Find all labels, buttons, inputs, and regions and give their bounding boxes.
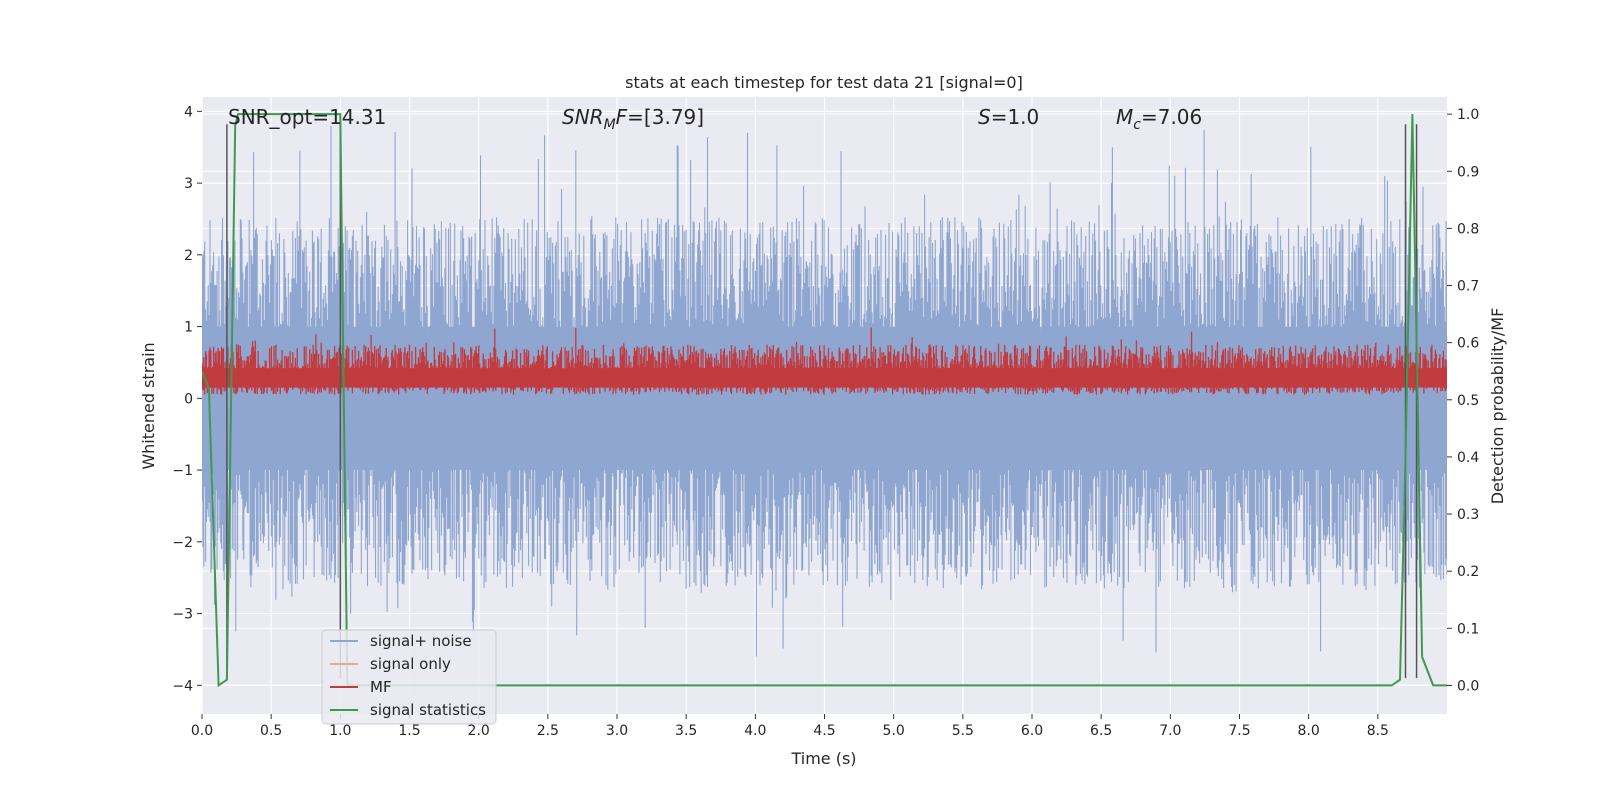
left-y-tick-label: −3 [172,607,193,623]
left-y-tick-label: 0 [184,391,193,407]
left-y-tick-label: −4 [172,678,193,694]
x-tick-label: 5.0 [883,723,905,739]
left-y-tick-label: 1 [184,320,193,336]
right-y-tick-label: 0.6 [1457,336,1479,352]
legend-label-signal-only: signal only [370,655,451,673]
annotation-snr-mf: SNRMF=[3.79] [562,105,704,133]
left-y-tick-label: 3 [184,176,193,192]
x-tick-label: 2.0 [468,723,490,739]
annotation-mc: Mc=7.06 [1116,105,1202,133]
right-y-tick-label: 0.3 [1457,507,1479,523]
legend-label-signal-noise: signal+ noise [370,632,472,650]
mf-series [202,327,1447,395]
x-tick-label: 8.0 [1298,723,1320,739]
right-y-tick-label: 1.0 [1457,107,1479,123]
right-y-axis-ticks: 1.0 0.9 0.8 0.7 0.6 0.5 0.4 0.3 0.2 0.1 0.0 [1447,107,1479,694]
legend: signal+ noise signal only MF signal stat… [321,629,497,725]
left-y-tick-label: 2 [184,248,193,264]
x-tick-label: 2.5 [537,723,559,739]
right-y-tick-label: 0.8 [1457,221,1479,237]
left-y-tick-label: −2 [172,535,193,551]
x-tick-label: 0.0 [191,723,213,739]
right-y-tick-label: 0.2 [1457,564,1479,580]
x-axis-ticks: 0.0 0.5 1.0 1.5 2.0 2.5 3.0 3.5 4.0 4.5 5.0 5.5 6.0 6… [191,714,1389,739]
left-y-tick-label: 4 [184,104,193,120]
left-y-axis-ticks: 4 3 2 1 0 −1 −2 −3 −4 [172,104,202,694]
annotation-s: S=1.0 [978,105,1039,129]
signal-statistics-series [202,113,1447,688]
x-tick-label: 7.5 [1228,723,1250,739]
right-y-tick-label: 0.9 [1457,164,1479,180]
x-tick-label: 8.5 [1367,723,1389,739]
x-tick-label: 0.5 [260,723,282,739]
x-tick-label: 1.0 [329,723,351,739]
right-y-tick-label: 0.4 [1457,450,1479,466]
right-y-axis-label: Detection probability/MF [1488,308,1507,505]
x-tick-label: 1.5 [398,723,420,739]
chart-title: stats at each timestep for test data 21 … [625,73,1023,92]
legend-label-signal-statistics: signal statistics [370,701,486,719]
left-y-tick-label: −1 [172,463,193,479]
legend-box [321,629,497,725]
x-tick-label: 3.0 [606,723,628,739]
x-axis-label: Time (s) [790,749,856,768]
right-y-tick-label: 0.0 [1457,678,1479,694]
right-y-tick-label: 0.5 [1457,393,1479,409]
x-tick-label: 6.5 [1090,723,1112,739]
vertical-marker-lines [226,124,1418,679]
left-y-axis-label: Whitened strain [139,342,158,469]
right-y-tick-label: 0.1 [1457,621,1479,637]
x-tick-label: 6.0 [1021,723,1043,739]
signal-statistics-line [202,113,1447,688]
x-tick-label: 5.5 [952,723,974,739]
x-tick-label: 4.5 [813,723,835,739]
x-tick-label: 3.5 [675,723,697,739]
right-y-tick-label: 0.7 [1457,279,1479,295]
annotation-snr-opt: SNR_opt=14.31 [228,105,386,129]
x-tick-label: 7.0 [1159,723,1181,739]
x-tick-label: 4.0 [744,723,766,739]
legend-label-mf: MF [370,678,392,696]
